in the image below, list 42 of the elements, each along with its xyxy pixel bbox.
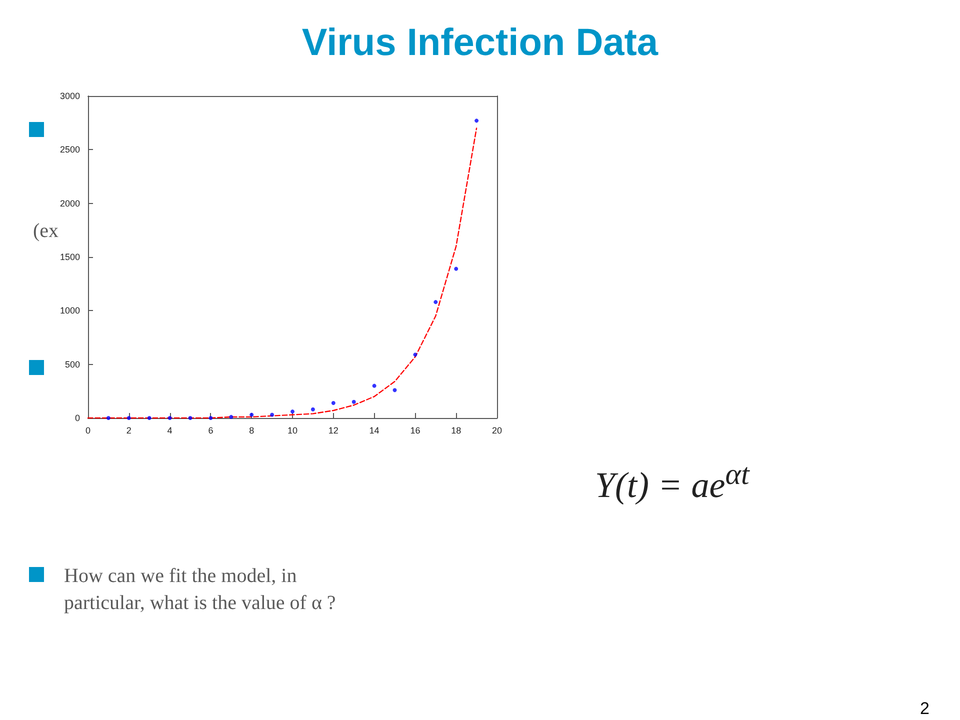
chart-title: Virus Infection Data xyxy=(300,22,660,65)
point xyxy=(147,416,152,420)
point xyxy=(208,416,213,420)
point xyxy=(290,410,294,414)
point xyxy=(168,416,172,420)
point xyxy=(454,266,458,271)
point xyxy=(372,384,376,388)
point xyxy=(413,352,418,357)
text: How can we fit the model, in particular, what is the value of α ? xyxy=(64,564,337,616)
x-tick-label: 0 xyxy=(85,426,91,436)
x-tick-label: 14 xyxy=(369,426,380,436)
x-tick-label: 8 xyxy=(249,426,254,436)
point xyxy=(474,118,479,123)
y-tick-label: 500 xyxy=(64,359,80,370)
y-tick-label: 3000 xyxy=(60,91,80,101)
y-tick-label: 1000 xyxy=(60,306,80,316)
point xyxy=(270,412,274,417)
y-tick-label: 2000 xyxy=(60,198,80,208)
x-tick-label: 16 xyxy=(410,426,420,436)
point xyxy=(126,416,131,420)
line-series xyxy=(87,128,478,419)
y-tick-label: 0 xyxy=(74,413,80,423)
x-tick-label: 20 xyxy=(492,426,502,436)
point xyxy=(229,414,234,419)
point xyxy=(392,388,397,392)
x-tick-label: 10 xyxy=(287,426,298,436)
point xyxy=(352,400,356,404)
text: (ex xyxy=(33,219,60,244)
x-tick-label: 6 xyxy=(208,426,214,436)
text: 2 xyxy=(920,698,930,720)
point xyxy=(434,300,438,304)
point xyxy=(331,400,336,405)
point xyxy=(188,416,192,420)
x-tick-label: 18 xyxy=(451,426,462,436)
x-tick-label: 4 xyxy=(167,426,172,436)
point xyxy=(310,407,315,412)
x-tick-label: 12 xyxy=(328,426,338,436)
point xyxy=(106,416,110,420)
y-tick-label: 2500 xyxy=(60,144,80,155)
y-tick-label: 1500 xyxy=(60,252,80,262)
x-tick-label: 2 xyxy=(126,426,132,436)
text: Y(t) = ae$^{αt}$ xyxy=(595,457,751,507)
